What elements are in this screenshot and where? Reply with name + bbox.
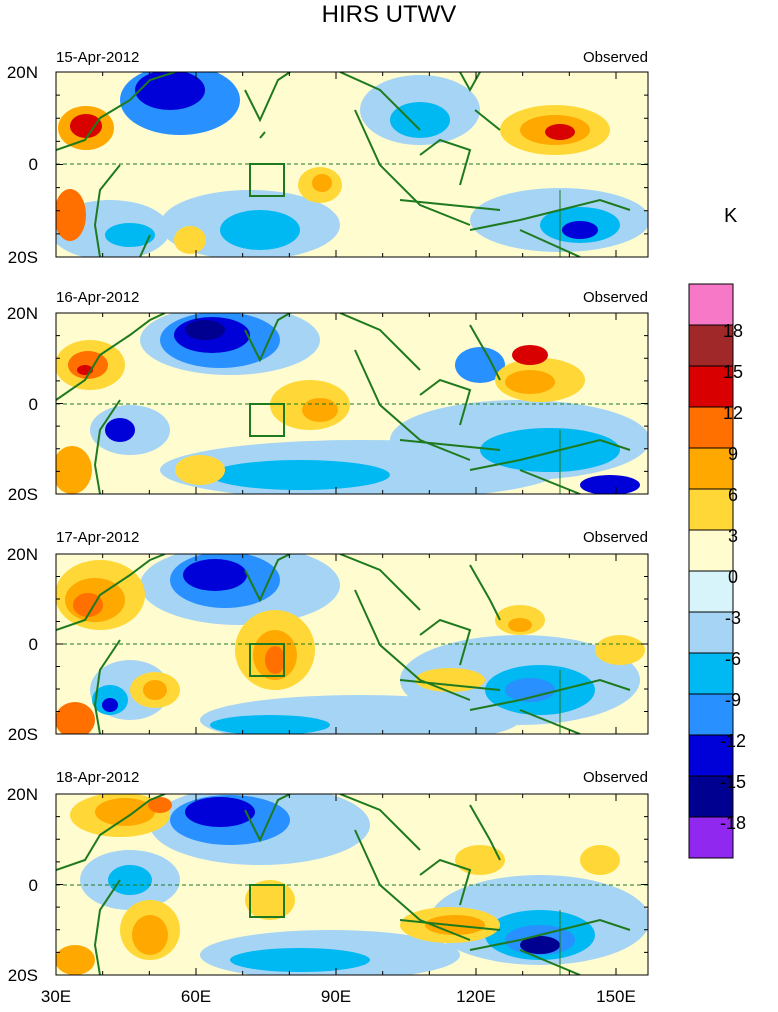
lat-label-north-1: 20N xyxy=(7,63,38,82)
lat-label-south-1: 20S xyxy=(8,248,38,267)
colorbar-swatch xyxy=(688,734,734,777)
colorbar-label: -9 xyxy=(725,690,741,710)
colorbar-swatch xyxy=(688,406,734,449)
colorbar-swatch xyxy=(688,488,734,531)
lat-label-equator-2: 0 xyxy=(29,395,38,414)
panel-date-3: 17-Apr-2012 xyxy=(56,529,139,546)
colorbar-unit: K xyxy=(724,205,738,227)
lon-label-150e: 150E xyxy=(596,987,636,1006)
lat-label-north-3: 20N xyxy=(7,545,38,564)
colorbar-label: -18 xyxy=(720,813,746,833)
colorbar-label: 18 xyxy=(723,321,743,341)
lon-label-60e: 60E xyxy=(181,987,211,1006)
panel-2: 16-Apr-2012 Observed 20N 0 20S xyxy=(7,289,649,504)
panel-label-1: Observed xyxy=(583,49,648,66)
lat-label-south-4: 20S xyxy=(8,966,38,985)
colorbar-swatch xyxy=(688,570,734,613)
target-box-4 xyxy=(249,884,285,918)
colorbar-swatches xyxy=(688,283,734,859)
colorbar-swatch xyxy=(688,283,734,326)
lon-label-120e: 120E xyxy=(456,987,496,1006)
coastlines-1 xyxy=(56,72,631,257)
anomaly-field-1 xyxy=(56,72,648,257)
colorbar-label: -3 xyxy=(725,608,741,628)
colorbar-swatch xyxy=(688,324,734,367)
coastlines-4 xyxy=(56,794,631,975)
colorbar-label: -6 xyxy=(725,649,741,669)
lat-label-north-2: 20N xyxy=(7,304,38,323)
target-box-2 xyxy=(249,403,285,437)
colorbar-label: 15 xyxy=(723,362,743,382)
lon-axis: 30E 60E 90E 120E 150E xyxy=(41,987,636,1006)
coastlines-3 xyxy=(56,554,631,734)
figure-title: HIRS UTWV xyxy=(321,1,457,28)
colorbar-label: 0 xyxy=(728,567,738,587)
colorbar-label: 3 xyxy=(728,526,738,546)
panel-4: 18-Apr-2012 Observed 20N 0 20S xyxy=(7,769,649,985)
coastlines-2 xyxy=(56,313,631,494)
panel-label-3: Observed xyxy=(583,529,648,546)
colorbar: K 18 15 12 9 6 3 0 -3 -6 -9 -12 -15 -18 xyxy=(688,205,746,859)
colorbar-swatch xyxy=(688,652,734,695)
lat-label-north-4: 20N xyxy=(7,785,38,804)
anomaly-field-4 xyxy=(56,794,648,975)
colorbar-label: 9 xyxy=(728,444,738,464)
lat-label-equator-4: 0 xyxy=(29,876,38,895)
colorbar-swatch xyxy=(688,693,734,736)
panel-label-2: Observed xyxy=(583,289,648,306)
target-box-1 xyxy=(249,163,285,197)
colorbar-swatch xyxy=(688,816,734,859)
lat-label-equator-1: 0 xyxy=(29,155,38,174)
colorbar-label: 6 xyxy=(728,485,738,505)
colorbar-label: -15 xyxy=(720,772,746,792)
colorbar-swatch xyxy=(688,447,734,490)
panel-date-1: 15-Apr-2012 xyxy=(56,49,139,66)
target-box-3 xyxy=(249,643,285,677)
colorbar-swatch xyxy=(688,529,734,572)
axis-ticks xyxy=(55,71,648,976)
panel-date-4: 18-Apr-2012 xyxy=(56,769,139,786)
lon-label-30e: 30E xyxy=(41,987,71,1006)
colorbar-label: 12 xyxy=(723,403,743,423)
lon-label-90e: 90E xyxy=(321,987,351,1006)
colorbar-swatch xyxy=(688,775,734,818)
colorbar-swatch xyxy=(688,611,734,654)
lat-label-south-3: 20S xyxy=(8,725,38,744)
panel-label-4: Observed xyxy=(583,769,648,786)
panel-date-2: 16-Apr-2012 xyxy=(56,289,139,306)
panel-1: 15-Apr-2012 Observed 20N 0 20S xyxy=(7,49,649,267)
colorbar-label: -12 xyxy=(720,731,746,751)
lat-label-south-2: 20S xyxy=(8,485,38,504)
lat-label-equator-3: 0 xyxy=(29,635,38,654)
panel-3: 17-Apr-2012 Observed 20N 0 20S xyxy=(7,529,649,744)
anomaly-field-3 xyxy=(56,554,645,734)
